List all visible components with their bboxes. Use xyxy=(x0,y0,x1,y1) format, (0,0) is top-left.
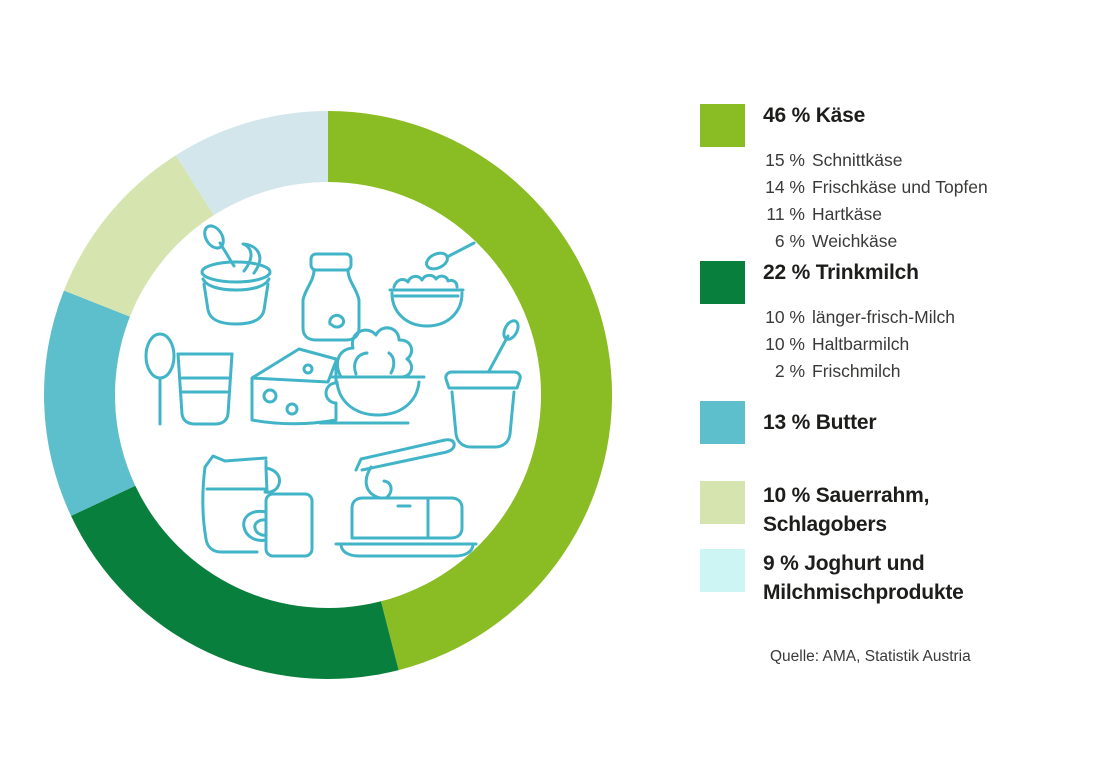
legend-swatch xyxy=(700,261,745,304)
legend-sub-item: 14 % Frischkäse und Topfen xyxy=(765,177,988,197)
mug-icon xyxy=(242,492,314,558)
legend-sub-item: 15 % Schnittkäse xyxy=(765,150,903,170)
legend-entry: 13 % Butter xyxy=(700,401,877,444)
legend-entry: 9 % Joghurt und Milchmischprodukte xyxy=(700,549,964,607)
cheese-icon xyxy=(250,347,338,426)
legend-entry-text: 10 % Sauerrahm, Schlagobers xyxy=(763,481,929,539)
legend: 46 % Käse 15 % Schnittkäse 14 % Frischkäse u… xyxy=(700,0,1100,783)
legend-swatch xyxy=(700,401,745,444)
whipped-cream-bowl-icon xyxy=(318,326,426,425)
milk-bottle-icon xyxy=(301,252,361,342)
legend-entry-title: 9 % Joghurt und Milchmischprodukte xyxy=(763,552,964,604)
legend-entry: 10 % Sauerrahm, Schlagobers xyxy=(700,481,929,539)
legend-entry-title: 22 % Trinkmilch xyxy=(763,261,919,284)
legend-entry-title: 46 % Käse xyxy=(763,104,866,127)
legend-entry-text: 13 % Butter xyxy=(763,410,877,435)
donut-slices xyxy=(43,111,613,680)
milk-jug-icon xyxy=(201,454,281,554)
donut-slice-k-se xyxy=(328,111,613,671)
legend-entry-title: 10 % Sauerrahm, Schlagobers xyxy=(763,484,930,536)
legend-entry-text: 46 % Käse 15 % Schnittkäse 14 % Frischkäse u… xyxy=(763,104,988,255)
dairy-product-icons xyxy=(144,224,522,558)
donut-chart xyxy=(43,111,613,680)
cream-tub-icon xyxy=(200,224,272,326)
donut-slice-sauerrahm-schlagobers xyxy=(63,155,214,317)
legend-sub-items: 10 % länger-frisch-Milch 10 % Haltbarmilch 2… xyxy=(763,304,955,385)
legend-sub-item: 2 % Frischmilch xyxy=(774,361,901,381)
source-text: Quelle: AMA, Statistik Austria xyxy=(770,648,971,665)
legend-swatch xyxy=(700,549,745,592)
glass-icon xyxy=(176,352,234,426)
legend-sub-item: 6 % Weichkäse xyxy=(774,231,898,251)
legend-swatch xyxy=(700,104,745,147)
legend-entry-title: 13 % Butter xyxy=(763,410,877,434)
legend-entry-text: 9 % Joghurt und Milchmischprodukte xyxy=(763,549,964,607)
legend-swatch xyxy=(700,481,745,524)
legend-sub-items: 15 % Schnittkäse 14 % Frischkäse und Topfen… xyxy=(763,147,988,255)
butter-dish-icon xyxy=(334,438,478,558)
donut-slice-joghurt-und-milchmischprodukte xyxy=(175,111,328,216)
donut-slice-trinkmilch xyxy=(71,485,399,680)
spoon-icon xyxy=(144,332,176,426)
legend-entry: 22 % Trinkmilch 10 % länger-frisch-Milch 10… xyxy=(700,261,955,385)
yogurt-cup-icon xyxy=(444,319,522,449)
cottage-cheese-bowl-icon xyxy=(388,241,476,328)
legend-entry-text: 22 % Trinkmilch 10 % länger-frisch-Milch 10… xyxy=(763,261,955,385)
legend-sub-item: 10 % Haltbarmilch xyxy=(765,334,910,354)
legend-entry: 46 % Käse 15 % Schnittkäse 14 % Frischkäse u… xyxy=(700,104,988,255)
donut-slice-butter xyxy=(43,290,136,516)
legend-sub-item: 10 % länger-frisch-Milch xyxy=(765,307,955,327)
legend-sub-item: 11 % Hartkäse xyxy=(766,204,883,224)
